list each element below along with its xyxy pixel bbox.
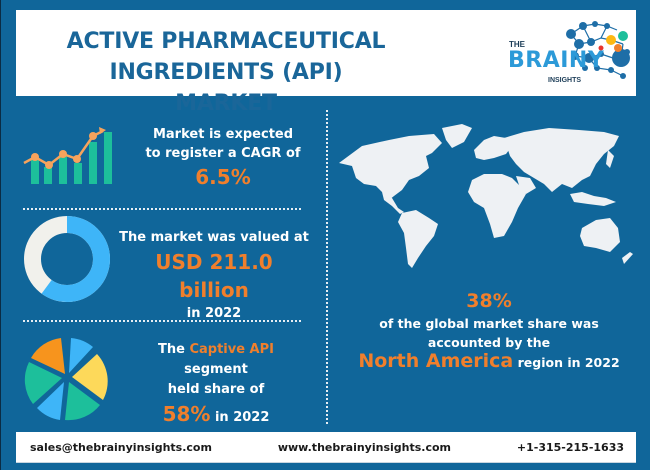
title-line-1: ACTIVE PHARMACEUTICAL: [66, 29, 386, 54]
vertical-divider: [326, 110, 328, 424]
pie-chart-icon: [24, 338, 108, 421]
growth-chart-icon: [23, 127, 112, 184]
cagr-line-2: to register a CAGR of: [145, 146, 301, 161]
logo-insights: INSIGHTS: [548, 77, 582, 84]
page-title: ACTIVE PHARMACEUTICAL INGREDIENTS (API) …: [56, 26, 396, 119]
region-name: North America: [358, 350, 514, 372]
region-share-value: 38%: [466, 290, 512, 312]
logo-the: THE: [509, 40, 525, 49]
market-value-amount: USD 211.0 billion: [155, 250, 273, 302]
contact-footer: sales@thebrainyinsights.com www.thebrain…: [16, 432, 636, 463]
section-divider: [23, 320, 301, 322]
footer-phone[interactable]: +1-315-215-1633: [516, 440, 624, 454]
segment-year: in 2022: [210, 410, 270, 425]
header-banner: ACTIVE PHARMACEUTICAL INGREDIENTS (API) …: [16, 10, 636, 116]
market-value-line-1: The market was valued at: [119, 230, 309, 245]
brain-network-icon: [566, 21, 630, 79]
region-stat: 38% of the global market share was accou…: [333, 288, 645, 372]
region-line-1: of the global market share was: [379, 316, 599, 331]
brainy-insights-logo: THE BRAINY INSIGHTS: [501, 10, 636, 96]
market-value-stat: The market was valued at USD 211.0 billi…: [119, 228, 309, 324]
segment-value: 58%: [162, 402, 211, 426]
segment-stat: The Captive API segment held share of 58…: [126, 340, 306, 428]
market-value-year: in 2022: [186, 306, 242, 321]
region-suffix: region in 2022: [513, 355, 620, 370]
segment-prefix: The: [157, 342, 190, 357]
world-map-icon: [339, 124, 633, 268]
cagr-value: 6.5%: [195, 165, 251, 189]
footer-email-link[interactable]: sales@thebrainyinsights.com: [30, 440, 212, 454]
region-line-2: accounted by the: [427, 335, 551, 350]
cagr-stat: Market is expected to register a CAGR of…: [133, 125, 313, 191]
segment-suffix: segment: [184, 362, 248, 377]
segment-line-2: held share of: [167, 382, 265, 397]
footer-website-link[interactable]: www.thebrainyinsights.com: [277, 440, 451, 454]
section-divider: [23, 208, 301, 210]
donut-chart-icon: [24, 216, 110, 302]
title-line-2: INGREDIENTS (API) MARKET: [109, 60, 343, 116]
logo-brainy: BRAINY: [508, 48, 605, 73]
cagr-line-1: Market is expected: [152, 127, 294, 142]
segment-name: Captive API: [189, 342, 274, 357]
